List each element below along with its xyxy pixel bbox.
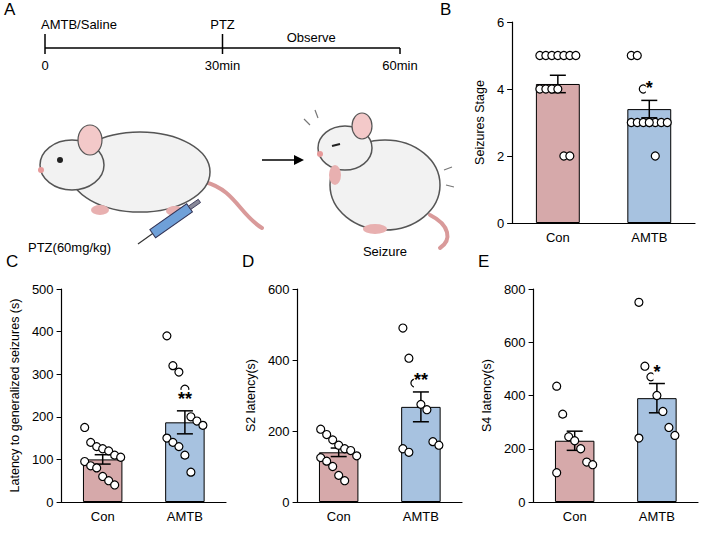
html-text:B: B [440, 0, 452, 19]
svg-text:S4 latency(s): S4 latency(s) [480, 359, 494, 432]
svg-text:**: ** [178, 389, 192, 409]
svg-text:Con: Con [546, 230, 570, 245]
svg-text:4: 4 [497, 82, 504, 97]
svg-text:0: 0 [282, 495, 289, 510]
svg-text:0: 0 [518, 495, 525, 510]
svg-text:Seizures Stage: Seizures Stage [473, 80, 487, 165]
svg-text:AMTB: AMTB [631, 230, 667, 245]
svg-text:60min: 60min [382, 58, 417, 73]
svg-text:AMTB: AMTB [639, 509, 675, 524]
svg-text:6: 6 [497, 15, 504, 30]
svg-text:400: 400 [32, 324, 54, 339]
svg-text:Latency to generalized seizure: Latency to generalized seizures (s) [8, 299, 22, 493]
svg-text:Observe: Observe [287, 30, 336, 45]
svg-text:400: 400 [268, 353, 290, 368]
svg-text:PTZ: PTZ [210, 17, 235, 32]
svg-text:600: 600 [268, 282, 290, 297]
svg-text:Con: Con [327, 509, 351, 524]
svg-text:100: 100 [32, 452, 54, 467]
svg-text:0: 0 [46, 495, 53, 510]
html-text:D: D [242, 252, 255, 271]
svg-text:AMTB: AMTB [403, 509, 439, 524]
svg-text:Con: Con [91, 509, 115, 524]
svg-text:200: 200 [32, 409, 54, 424]
svg-text:200: 200 [504, 441, 526, 456]
svg-text:500: 500 [32, 282, 54, 297]
svg-text:S2 latency(s): S2 latency(s) [244, 359, 258, 432]
svg-text:**: ** [414, 370, 428, 390]
svg-text:0: 0 [41, 58, 48, 73]
svg-text:800: 800 [504, 282, 526, 297]
svg-text:Con: Con [563, 509, 587, 524]
svg-text:600: 600 [504, 335, 526, 350]
svg-text:200: 200 [268, 424, 290, 439]
svg-text:PTZ(60mg/kg): PTZ(60mg/kg) [28, 240, 111, 255]
svg-text:*: * [646, 78, 653, 98]
svg-text:AMTB/Saline: AMTB/Saline [41, 17, 117, 32]
html-text:A: A [4, 0, 16, 19]
html-text:C: C [6, 252, 19, 271]
svg-text:AMTB: AMTB [167, 509, 203, 524]
svg-text:2: 2 [497, 149, 504, 164]
html-text:E: E [478, 252, 490, 271]
svg-text:30min: 30min [205, 58, 240, 73]
svg-text:*: * [653, 362, 660, 382]
svg-text:0: 0 [497, 216, 504, 231]
svg-text:Seizure: Seizure [363, 244, 407, 259]
svg-text:300: 300 [32, 367, 54, 382]
svg-text:400: 400 [504, 388, 526, 403]
